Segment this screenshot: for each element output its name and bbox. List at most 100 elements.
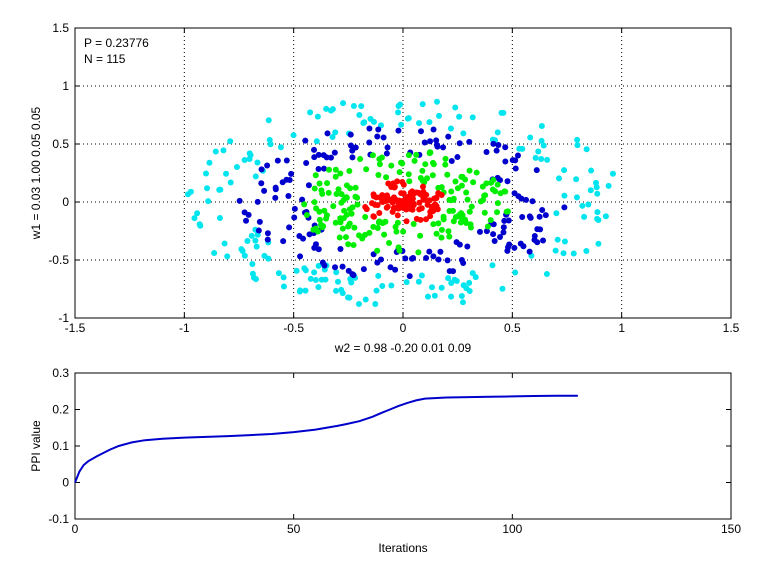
scatter-point (320, 223, 327, 230)
scatter-point (594, 209, 601, 216)
scatter-point (319, 259, 326, 266)
scatter-point (405, 115, 412, 122)
scatter-point (362, 231, 369, 238)
scatter-point (482, 192, 489, 199)
scatter-point (227, 179, 234, 186)
scatter-point (275, 270, 282, 277)
scatter-point (512, 269, 519, 276)
scatter-point (442, 155, 449, 162)
line-xlabel: Iterations (378, 541, 427, 555)
scatter-point (594, 190, 601, 197)
scatter-point (403, 218, 410, 225)
scatter-point (459, 299, 466, 306)
scatter-point (267, 141, 274, 148)
scatter-point (202, 170, 209, 177)
line-axes-box (74, 372, 732, 520)
scatter-point (297, 253, 304, 260)
scatter-point (438, 226, 445, 233)
scatter-point (356, 111, 363, 118)
scatter-point (379, 192, 386, 199)
scatter-point (354, 201, 361, 208)
scatter-point (490, 221, 497, 228)
scatter-point (456, 241, 463, 248)
scatter-point (216, 186, 223, 193)
scatter-point (417, 128, 424, 135)
scatter-point (255, 227, 262, 234)
scatter-point (519, 213, 526, 220)
scatter-point (291, 205, 298, 212)
scatter-point (489, 262, 496, 269)
scatter-point (347, 185, 354, 192)
scatter-point (440, 213, 447, 220)
scatter-point (406, 178, 413, 185)
scatter-point (212, 148, 219, 155)
scatter-point (419, 101, 426, 108)
scatter-point (258, 180, 265, 187)
scatter-point (450, 218, 457, 225)
scatter-points (184, 98, 616, 308)
scatter-point (325, 166, 332, 173)
line-ylabel: PPI value (29, 420, 43, 472)
scatter-point (511, 190, 518, 197)
scatter-point (512, 165, 519, 172)
scatter-point (340, 215, 347, 222)
scatter-point (379, 282, 386, 289)
scatter-point (448, 280, 455, 287)
scatter-point (303, 160, 310, 167)
scatter-point (370, 118, 377, 125)
scatter-point (430, 253, 437, 260)
scatter-point (394, 219, 401, 226)
scatter-point (523, 196, 530, 203)
scatter-point (327, 107, 334, 114)
scatter-point (320, 152, 327, 159)
scatter-point (375, 172, 382, 179)
scatter-point (311, 269, 318, 276)
scatter-point (426, 119, 433, 126)
scatter-point (445, 133, 452, 140)
scatter-point (264, 162, 271, 169)
scatter-ytick-label: -1 (58, 311, 69, 325)
scatter-point (375, 126, 382, 133)
scatter-point (446, 207, 453, 214)
scatter-point (430, 161, 437, 168)
scatter-point (311, 185, 318, 192)
scatter-point (340, 100, 347, 107)
scatter-point (366, 125, 373, 132)
scatter-point (426, 248, 433, 255)
scatter-point (400, 228, 407, 235)
scatter-point (456, 140, 463, 147)
scatter-point (378, 154, 385, 161)
scatter-point (280, 238, 287, 245)
scatter-point (346, 294, 353, 301)
scatter-ytick-label: 1 (62, 79, 69, 93)
scatter-point (376, 209, 383, 216)
scatter-point (502, 144, 509, 151)
scatter-point (574, 142, 581, 149)
scatter-point (381, 231, 388, 238)
scatter-xtick-label: -1.5 (65, 321, 86, 335)
scatter-point (426, 197, 433, 204)
scatter-point (337, 245, 344, 252)
scatter-point (256, 218, 263, 225)
scatter-point (333, 287, 340, 294)
scatter-point (442, 161, 449, 168)
scatter-point (383, 150, 390, 157)
scatter-point (472, 274, 479, 281)
scatter-point (422, 161, 429, 168)
scatter-point (315, 151, 322, 158)
scatter-point (307, 275, 314, 282)
scatter-point (398, 190, 405, 197)
scatter-point (389, 183, 396, 190)
scatter-point (458, 210, 465, 217)
scatter-point (483, 148, 490, 155)
line-xtick-label: 150 (721, 522, 741, 536)
scatter-point (466, 167, 473, 174)
scatter-point (254, 198, 261, 205)
scatter-point (346, 167, 353, 174)
scatter-point (293, 267, 300, 274)
line-ytick-label: 0.3 (52, 366, 69, 380)
scatter-point (440, 144, 447, 151)
scatter-point (376, 161, 383, 168)
scatter-xtick-label: 0 (400, 321, 407, 335)
